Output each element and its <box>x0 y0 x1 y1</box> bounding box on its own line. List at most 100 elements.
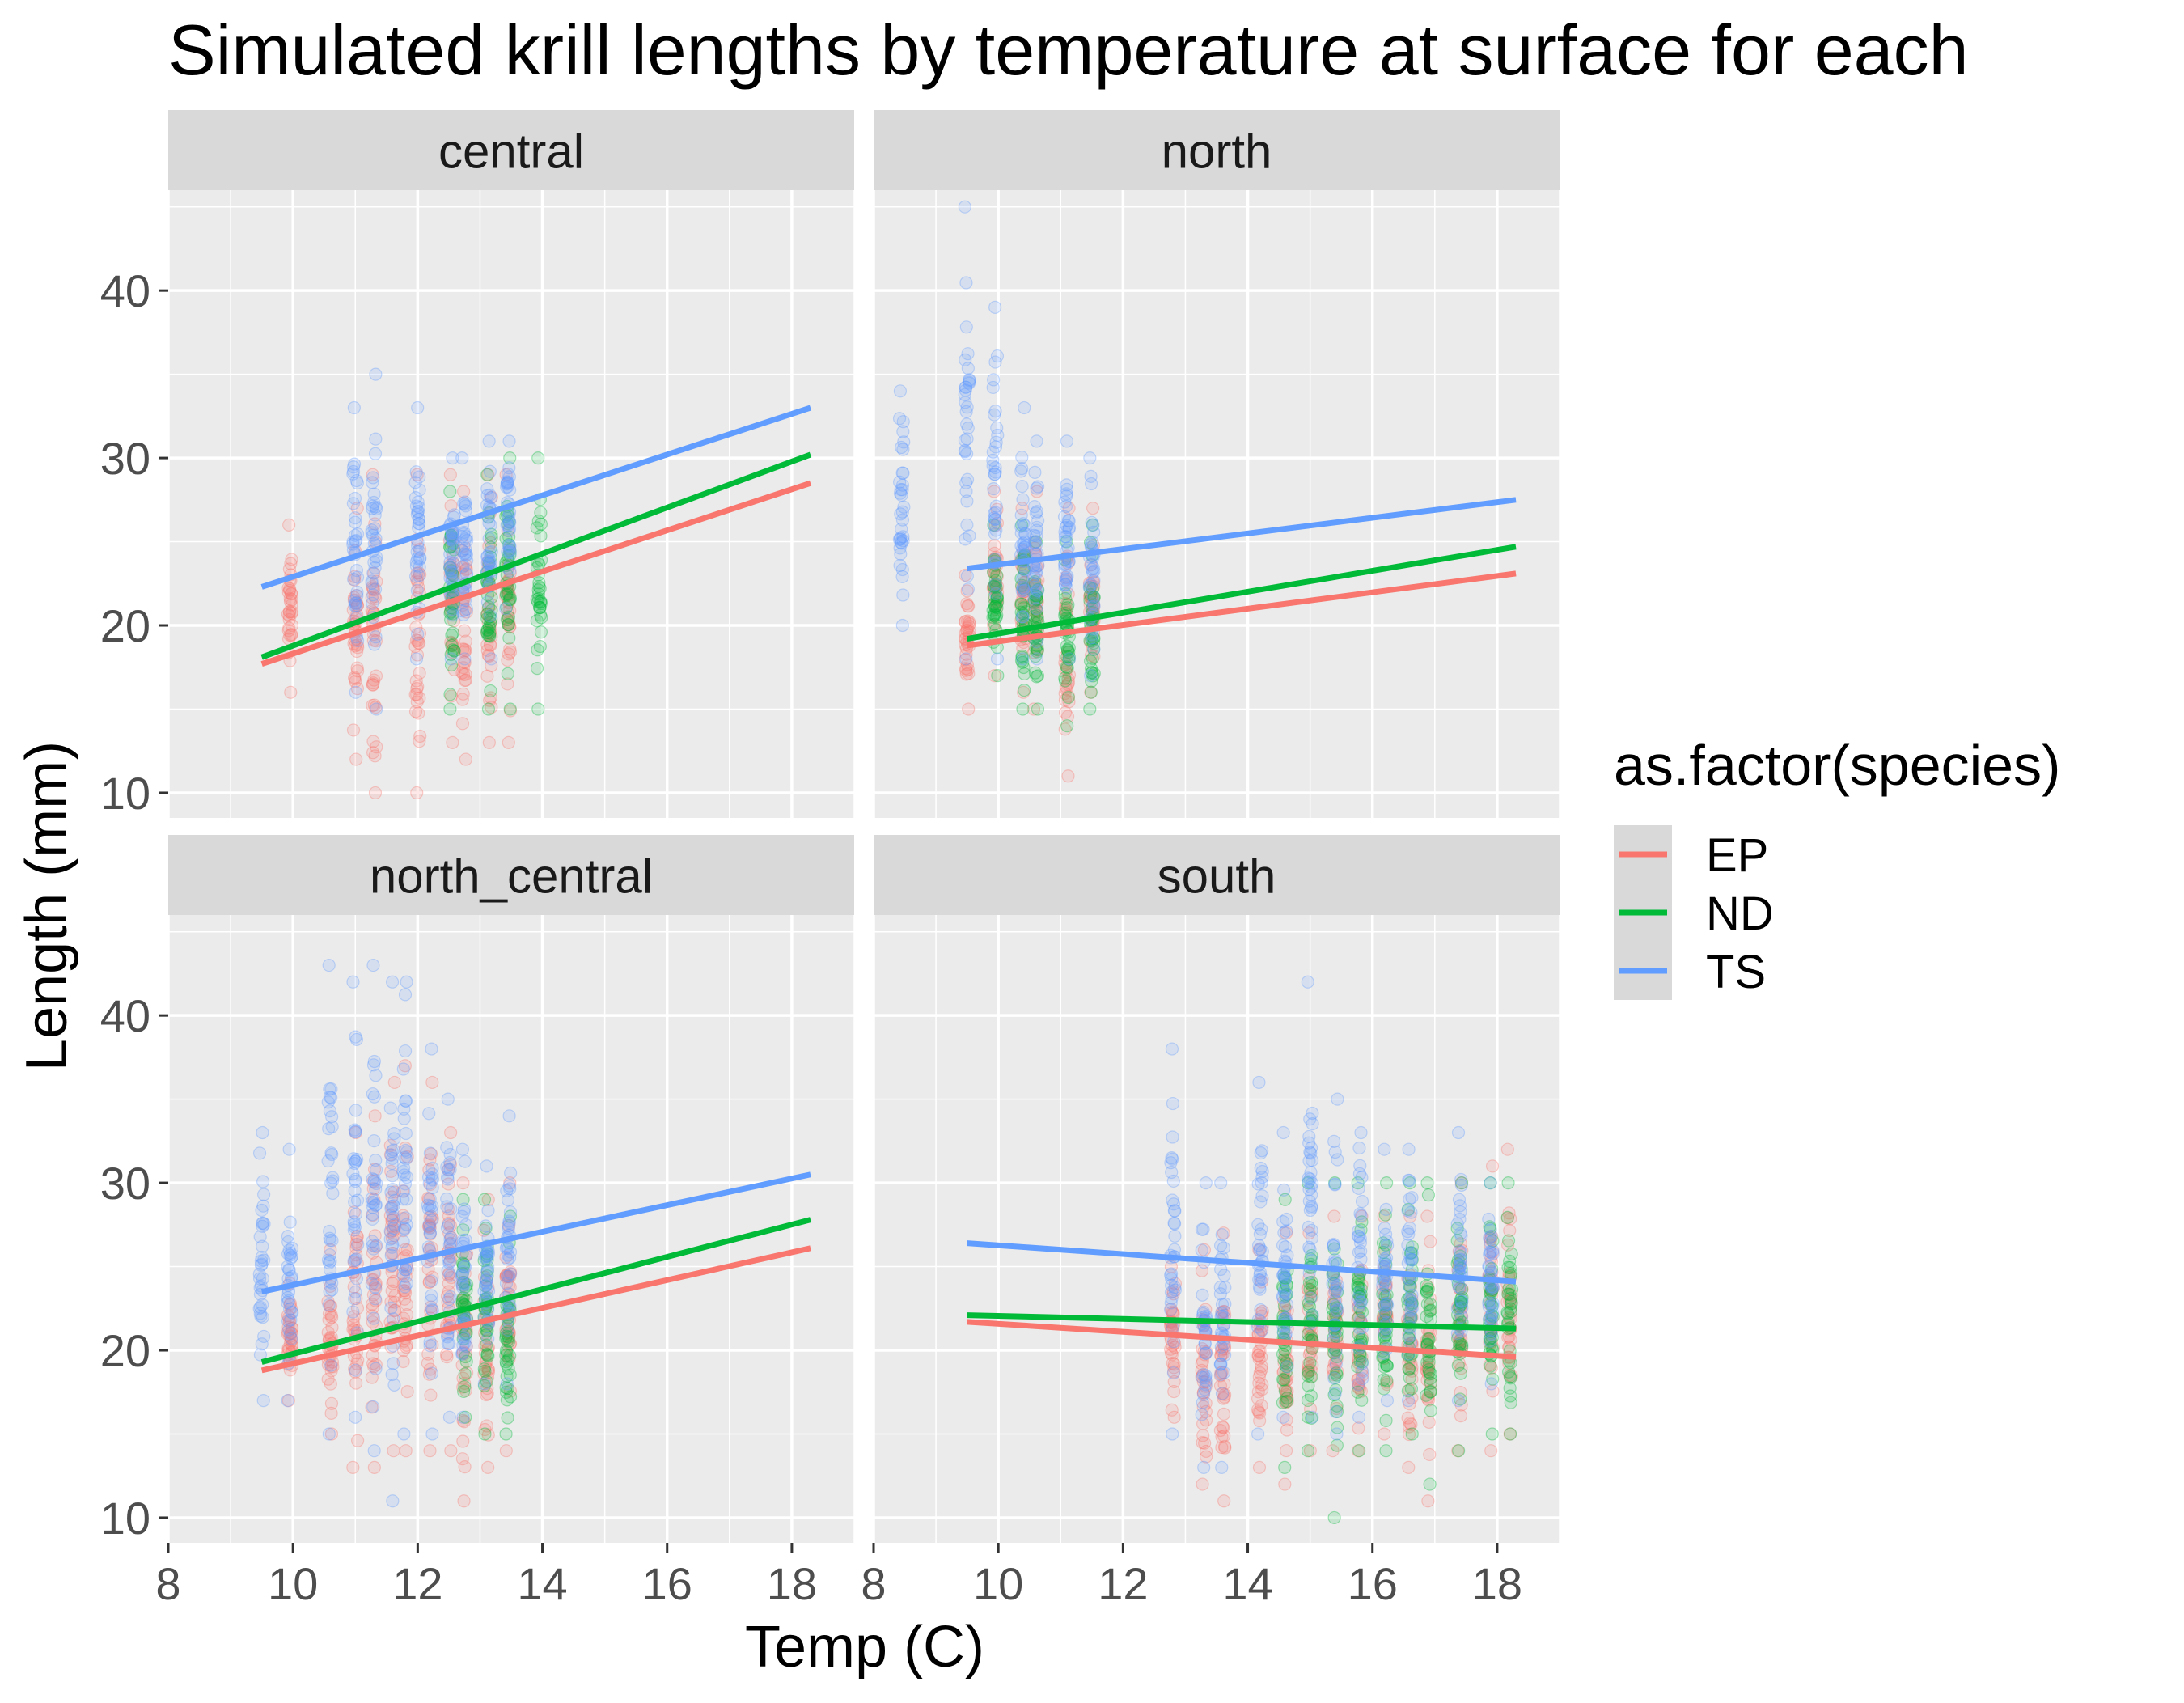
scatter-point-ts <box>326 1174 340 1188</box>
scatter-point-ep <box>321 1325 335 1339</box>
scatter-point-ep <box>455 666 469 680</box>
scatter-point-ts <box>443 555 457 569</box>
scatter-point-ep <box>1030 604 1043 617</box>
scatter-point-ts <box>325 1234 339 1248</box>
scatter-point-nd <box>1403 1370 1416 1385</box>
scatter-point-ep <box>350 599 365 612</box>
scatter-point-ts <box>958 200 971 214</box>
scatter-point-ep <box>1030 587 1043 601</box>
scatter-point-nd <box>457 1384 471 1399</box>
scatter-point-ep <box>281 624 295 638</box>
scatter-point-nd <box>1500 1210 1514 1224</box>
scatter-point-ep <box>459 605 473 619</box>
scatter-point-ts <box>457 525 471 540</box>
scatter-point-ts <box>367 495 381 510</box>
scatter-point-ts <box>256 1239 269 1253</box>
scatter-point-ts <box>1164 1286 1179 1299</box>
scatter-point-ts <box>408 491 423 505</box>
scatter-point-nd <box>1380 1374 1394 1387</box>
scatter-point-ep <box>503 604 517 617</box>
scatter-point-ts <box>349 1030 362 1044</box>
scatter-point-ts <box>256 1175 270 1188</box>
scatter-point-ep <box>459 634 472 648</box>
x-tick-label: 16 <box>1348 1558 1398 1609</box>
scatter-point-ts <box>1166 1366 1181 1380</box>
scatter-point-ts <box>444 566 458 579</box>
scatter-point-ts <box>503 539 517 553</box>
scatter-point-nd <box>1420 1309 1433 1324</box>
scatter-point-nd <box>500 600 514 614</box>
scatter-point-nd <box>1420 1297 1434 1311</box>
scatter-point-ep <box>1018 585 1031 599</box>
chart-title: Simulated krill lengths by temperature a… <box>168 10 1969 90</box>
scatter-point-nd <box>480 623 495 637</box>
scatter-point-ts <box>365 526 379 540</box>
scatter-point-ep <box>501 612 514 626</box>
scatter-point-ts <box>502 522 517 536</box>
scatter-point-ts <box>1059 499 1073 514</box>
scatter-point-ep <box>281 608 294 621</box>
scatter-point-nd <box>502 530 516 544</box>
scatter-point-ep <box>1014 595 1028 609</box>
scatter-point-ep <box>480 669 494 683</box>
scatter-point-nd <box>482 600 496 614</box>
scatter-point-ep <box>988 592 1001 606</box>
scatter-point-nd <box>483 626 497 640</box>
scatter-point-nd <box>1030 670 1043 684</box>
scatter-point-ep <box>1017 575 1031 590</box>
fit-line-ep <box>260 480 812 667</box>
scatter-point-ep <box>368 786 383 800</box>
scatter-point-ep <box>1030 592 1044 606</box>
scatter-point-nd <box>499 532 513 545</box>
scatter-point-ts <box>413 517 426 531</box>
scatter-point-ts <box>387 1127 401 1141</box>
scatter-point-ep <box>483 638 497 651</box>
scatter-point-ts <box>986 453 1000 467</box>
scatter-point-ts <box>483 488 497 502</box>
scatter-point-ep <box>1167 1384 1181 1399</box>
scatter-point-ts <box>502 434 516 448</box>
scatter-point-ts <box>446 533 459 547</box>
scatter-point-ts <box>1059 574 1073 588</box>
scatter-point-nd <box>503 544 517 557</box>
scatter-point-ts <box>366 499 379 513</box>
scatter-point-ts <box>349 1172 362 1186</box>
scatter-point-ep <box>366 678 380 692</box>
scatter-point-ep <box>443 566 457 580</box>
scatter-point-ts <box>1401 1204 1415 1218</box>
scatter-point-ep <box>368 517 382 531</box>
scatter-point-ep <box>457 485 471 498</box>
scatter-point-ts <box>443 532 457 546</box>
scatter-point-ep <box>987 618 1001 632</box>
scatter-point-ep <box>457 667 471 681</box>
scatter-point-ts <box>385 1367 399 1382</box>
scatter-point-ep <box>1029 603 1043 616</box>
scatter-point-ep <box>959 653 972 667</box>
scatter-point-ts <box>1196 1288 1209 1302</box>
facet-strip-label: north <box>1162 125 1272 179</box>
y-axis-label: Length (mm) <box>15 741 79 1071</box>
scatter-point-ts <box>1331 1303 1344 1317</box>
scatter-point-ts <box>1454 1252 1467 1266</box>
scatter-point-nd <box>987 609 1001 623</box>
scatter-point-nd <box>485 604 498 617</box>
scatter-point-ep <box>458 673 472 688</box>
scatter-point-ep <box>499 589 513 604</box>
scatter-point-ep <box>960 584 974 598</box>
y-tick-label: 30 <box>100 433 150 484</box>
scatter-point-ep <box>1061 769 1075 783</box>
scatter-point-ep <box>459 643 472 658</box>
scatter-point-ts <box>443 561 457 575</box>
scatter-point-ts <box>502 461 516 475</box>
facet-strip-label: central <box>438 125 584 179</box>
scatter-point-ts <box>1196 1222 1210 1236</box>
scatter-point-nd <box>485 612 498 626</box>
scatter-point-ep <box>502 542 517 556</box>
scatter-point-ep <box>411 680 425 693</box>
scatter-point-ep <box>1028 541 1042 555</box>
scatter-point-ep <box>348 671 362 684</box>
scatter-point-ep <box>367 1460 381 1474</box>
scatter-point-ep <box>1062 695 1076 709</box>
scatter-point-ep <box>1454 1409 1468 1423</box>
scatter-point-ts <box>1060 434 1074 448</box>
